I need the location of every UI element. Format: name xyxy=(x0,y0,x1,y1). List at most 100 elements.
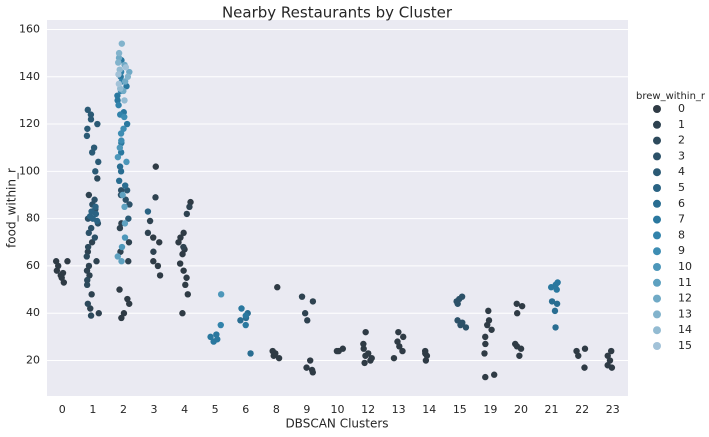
point xyxy=(247,350,254,357)
point xyxy=(121,97,128,104)
point xyxy=(115,54,123,62)
point xyxy=(88,208,95,215)
point xyxy=(488,326,495,333)
point xyxy=(303,364,310,371)
y-tick-label: 40 xyxy=(26,306,40,319)
point xyxy=(274,284,281,291)
legend-label: 3 xyxy=(678,149,685,162)
point xyxy=(84,125,91,132)
point xyxy=(123,120,131,128)
point xyxy=(607,347,615,355)
x-tick-label: 0 xyxy=(59,403,66,416)
point xyxy=(339,345,347,352)
point xyxy=(213,331,220,338)
point xyxy=(123,158,130,166)
point xyxy=(513,300,520,307)
point xyxy=(95,310,102,317)
point xyxy=(518,302,526,310)
x-tick-label: 20 xyxy=(514,403,528,416)
x-tick-label: 22 xyxy=(575,403,589,416)
point xyxy=(88,239,96,246)
legend-marker xyxy=(653,326,661,335)
point xyxy=(214,336,221,343)
point xyxy=(121,203,128,211)
point xyxy=(184,291,191,298)
point xyxy=(551,307,559,315)
point xyxy=(89,215,96,222)
point xyxy=(362,328,369,336)
legend-label: 2 xyxy=(678,134,685,147)
legend-title: brew_within_r xyxy=(636,91,706,102)
point xyxy=(126,201,133,208)
point xyxy=(298,293,306,300)
point xyxy=(308,366,316,374)
x-tick-label: 2 xyxy=(120,403,127,416)
point xyxy=(454,317,461,324)
point xyxy=(481,350,488,357)
point xyxy=(395,328,402,336)
point xyxy=(482,333,489,341)
y-tick-label: 20 xyxy=(26,354,40,367)
point xyxy=(150,234,157,241)
point xyxy=(512,340,519,348)
point xyxy=(88,224,95,232)
legend-label: 10 xyxy=(678,260,692,273)
legend-marker xyxy=(653,342,661,350)
legend-label: 15 xyxy=(678,339,692,352)
legend-marker xyxy=(653,310,661,319)
point xyxy=(85,229,92,237)
legend-marker xyxy=(653,136,661,145)
point xyxy=(125,258,132,265)
legend-label: 14 xyxy=(678,323,692,336)
point xyxy=(237,317,244,324)
point xyxy=(360,340,367,348)
point xyxy=(144,208,152,215)
point xyxy=(118,258,125,265)
legend-marker xyxy=(653,231,661,240)
legend-marker xyxy=(653,168,661,177)
point xyxy=(84,243,92,251)
legend-marker xyxy=(653,105,661,113)
point xyxy=(114,153,122,161)
point xyxy=(119,191,126,199)
point xyxy=(121,182,129,189)
legend-label: 7 xyxy=(678,213,685,226)
point xyxy=(485,307,492,315)
point xyxy=(516,352,523,359)
x-tick-label: 4 xyxy=(181,403,188,416)
point xyxy=(94,120,101,128)
legend-marker xyxy=(653,247,661,256)
point xyxy=(120,125,127,132)
point xyxy=(207,333,214,341)
point xyxy=(390,354,398,362)
point xyxy=(146,217,154,225)
x-axis-label: DBSCAN Clusters xyxy=(285,417,388,431)
y-tick-label: 100 xyxy=(19,164,40,177)
point xyxy=(121,78,129,85)
point xyxy=(183,210,191,218)
point xyxy=(581,345,589,352)
point xyxy=(83,132,91,140)
point xyxy=(115,49,123,57)
point xyxy=(117,130,125,137)
point xyxy=(92,168,99,175)
y-tick-label: 80 xyxy=(26,212,40,225)
plot-area xyxy=(47,20,628,396)
point xyxy=(217,321,224,329)
x-tick-label: 6 xyxy=(242,403,249,416)
point xyxy=(304,317,311,324)
point xyxy=(365,350,372,357)
point xyxy=(118,40,126,47)
legend-label: 1 xyxy=(678,118,685,131)
point xyxy=(94,175,101,182)
point xyxy=(462,324,470,331)
x-tick-label: 14 xyxy=(422,403,436,416)
y-tick-label: 60 xyxy=(26,259,40,272)
point xyxy=(360,345,367,352)
point xyxy=(156,239,163,246)
x-tick-label: 12 xyxy=(361,403,375,416)
y-tick-label: 140 xyxy=(19,70,40,83)
x-tick-label: 19 xyxy=(483,403,497,416)
legend-marker xyxy=(653,199,661,208)
y-axis-label: food_within_r xyxy=(5,168,19,248)
